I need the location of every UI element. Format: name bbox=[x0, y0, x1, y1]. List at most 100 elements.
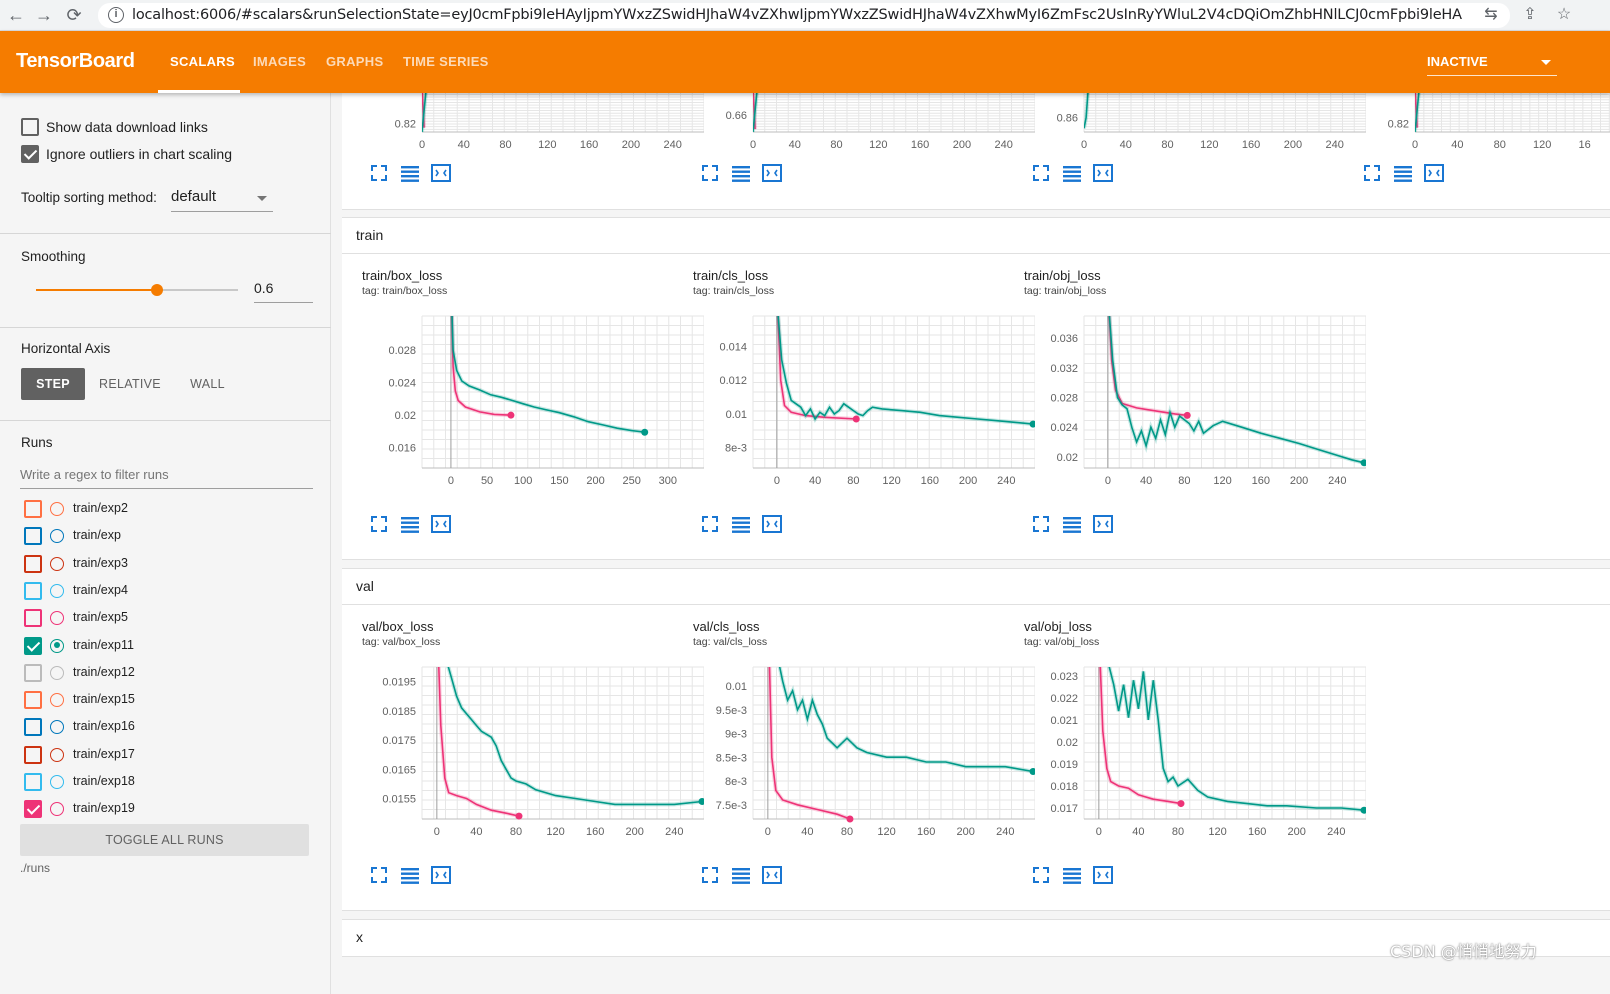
smoothing-input[interactable]: 0.6 bbox=[254, 277, 313, 303]
run-color-circle-icon[interactable] bbox=[50, 556, 64, 571]
run-checkbox[interactable] bbox=[24, 745, 42, 764]
run-filter-input[interactable]: Write a regex to filter runs bbox=[20, 465, 313, 489]
fit-domain-icon[interactable] bbox=[1092, 513, 1114, 535]
bookmark-star-icon[interactable]: ☆ bbox=[1556, 6, 1572, 23]
line-chart: 0 40 80 120 160 200 240 7.5e-3 8e-3 8.5e-3 9e-3 9.5… bbox=[716, 666, 1035, 838]
y-tick-label: 0.019 bbox=[1050, 759, 1078, 771]
fullscreen-icon[interactable] bbox=[1361, 162, 1383, 184]
run-checkbox[interactable] bbox=[24, 500, 42, 518]
fullscreen-icon[interactable] bbox=[699, 864, 721, 886]
run-checkbox[interactable] bbox=[24, 636, 42, 655]
fit-domain-icon[interactable] bbox=[430, 864, 452, 886]
toggle-all-runs-button[interactable]: TOGGLE ALL RUNS bbox=[20, 824, 309, 856]
section-header-val[interactable]: val bbox=[342, 568, 1610, 606]
toggle-log-scale-icon[interactable] bbox=[730, 162, 752, 184]
axis-wall-button[interactable]: WALL bbox=[190, 377, 225, 391]
run-checkbox[interactable] bbox=[24, 773, 42, 791]
run-row[interactable]: train/exp5 bbox=[24, 608, 314, 628]
address-bar[interactable]: i localhost:6006/#scalars&runSelectionSt… bbox=[98, 3, 1510, 28]
show-download-links-checkbox[interactable] bbox=[21, 118, 39, 136]
section-header-x[interactable]: x bbox=[342, 919, 1610, 957]
series-line bbox=[1084, 92, 1089, 129]
toggle-log-scale-icon[interactable] bbox=[1392, 162, 1414, 184]
run-color-circle-icon[interactable] bbox=[50, 693, 64, 708]
run-checkbox[interactable] bbox=[24, 581, 42, 600]
run-checkbox[interactable] bbox=[24, 800, 42, 819]
run-row[interactable]: train/exp12 bbox=[24, 663, 314, 683]
run-row[interactable]: train/exp4 bbox=[24, 581, 314, 601]
info-icon[interactable]: i bbox=[108, 7, 124, 23]
run-row[interactable]: train/exp16 bbox=[24, 717, 314, 737]
tooltip-sorting-select[interactable]: default bbox=[171, 186, 273, 212]
tab-images[interactable]: IMAGES bbox=[253, 54, 307, 69]
smoothing-slider[interactable] bbox=[36, 284, 238, 296]
toggle-log-scale-icon[interactable] bbox=[399, 513, 421, 535]
axis-step-button[interactable]: STEP bbox=[21, 368, 85, 400]
toggle-log-scale-icon[interactable] bbox=[1061, 162, 1083, 184]
run-row[interactable]: train/exp19 bbox=[24, 799, 314, 819]
run-color-circle-icon[interactable] bbox=[50, 529, 64, 544]
url-text[interactable]: localhost:6006/#scalars&runSelectionStat… bbox=[132, 7, 1462, 23]
fullscreen-icon[interactable] bbox=[368, 513, 390, 535]
run-checkbox[interactable] bbox=[24, 663, 42, 682]
run-checkbox[interactable] bbox=[24, 554, 42, 573]
run-row[interactable]: train/exp15 bbox=[24, 690, 314, 710]
toggle-log-scale-icon[interactable] bbox=[399, 864, 421, 886]
ignore-outliers-checkbox[interactable] bbox=[21, 145, 39, 163]
run-checkbox[interactable] bbox=[24, 527, 42, 546]
fullscreen-icon[interactable] bbox=[1030, 513, 1052, 535]
translate-icon[interactable]: ⇆ bbox=[1484, 6, 1498, 23]
run-color-circle-icon[interactable] bbox=[50, 583, 64, 598]
fit-domain-icon[interactable] bbox=[430, 513, 452, 535]
run-color-circle-icon[interactable] bbox=[50, 665, 64, 680]
run-color-circle-icon[interactable] bbox=[50, 802, 64, 817]
toggle-log-scale-icon[interactable] bbox=[399, 162, 421, 184]
run-checkbox[interactable] bbox=[24, 691, 42, 710]
fit-domain-icon[interactable] bbox=[761, 162, 783, 184]
tab-graphs[interactable]: GRAPHS bbox=[326, 54, 384, 69]
fullscreen-icon[interactable] bbox=[699, 162, 721, 184]
run-color-circle-icon[interactable] bbox=[50, 502, 64, 516]
horizontal-axis-label: Horizontal Axis bbox=[21, 341, 111, 356]
run-row[interactable]: train/exp3 bbox=[24, 554, 314, 574]
toggle-log-scale-icon[interactable] bbox=[730, 513, 752, 535]
fullscreen-icon[interactable] bbox=[1030, 162, 1052, 184]
run-row[interactable]: train/exp18 bbox=[24, 772, 314, 792]
fit-domain-icon[interactable] bbox=[761, 864, 783, 886]
share-icon[interactable]: ⇪ bbox=[1523, 6, 1537, 23]
run-color-circle-icon[interactable] bbox=[50, 611, 64, 626]
run-checkbox[interactable] bbox=[24, 609, 42, 628]
fit-domain-icon[interactable] bbox=[1092, 864, 1114, 886]
fullscreen-icon[interactable] bbox=[368, 864, 390, 886]
back-icon[interactable]: ← bbox=[7, 5, 25, 25]
tab-time-series[interactable]: TIME SERIES bbox=[403, 54, 489, 69]
axis-relative-button[interactable]: RELATIVE bbox=[99, 377, 161, 391]
run-color-circle-icon[interactable] bbox=[50, 720, 64, 735]
toggle-log-scale-icon[interactable] bbox=[730, 864, 752, 886]
run-color-circle-icon[interactable] bbox=[50, 638, 64, 653]
run-row[interactable]: train/exp2 bbox=[24, 499, 314, 519]
run-row[interactable]: train/exp bbox=[24, 526, 314, 546]
fit-domain-icon[interactable] bbox=[1423, 162, 1445, 184]
fit-domain-icon[interactable] bbox=[430, 162, 452, 184]
forward-icon[interactable]: → bbox=[35, 5, 53, 25]
fit-domain-icon[interactable] bbox=[761, 513, 783, 535]
inactive-plugins-select[interactable]: INACTIVE bbox=[1427, 48, 1557, 76]
section-header-train[interactable]: train bbox=[342, 217, 1610, 255]
run-row[interactable]: train/exp17 bbox=[24, 745, 314, 765]
run-color-circle-icon[interactable] bbox=[50, 747, 64, 762]
run-checkbox[interactable] bbox=[24, 718, 42, 737]
smoothing-slider-thumb[interactable] bbox=[151, 284, 164, 296]
tab-scalars[interactable]: SCALARS bbox=[170, 54, 235, 69]
reload-icon[interactable]: ⟳ bbox=[66, 5, 82, 25]
divider bbox=[0, 233, 331, 234]
x-tick-label: 120 bbox=[1533, 139, 1551, 151]
fullscreen-icon[interactable] bbox=[699, 513, 721, 535]
fullscreen-icon[interactable] bbox=[368, 162, 390, 184]
run-row[interactable]: train/exp11 bbox=[24, 636, 314, 656]
fullscreen-icon[interactable] bbox=[1030, 864, 1052, 886]
fit-domain-icon[interactable] bbox=[1092, 162, 1114, 184]
toggle-log-scale-icon[interactable] bbox=[1061, 864, 1083, 886]
toggle-log-scale-icon[interactable] bbox=[1061, 513, 1083, 535]
run-color-circle-icon[interactable] bbox=[50, 775, 64, 789]
